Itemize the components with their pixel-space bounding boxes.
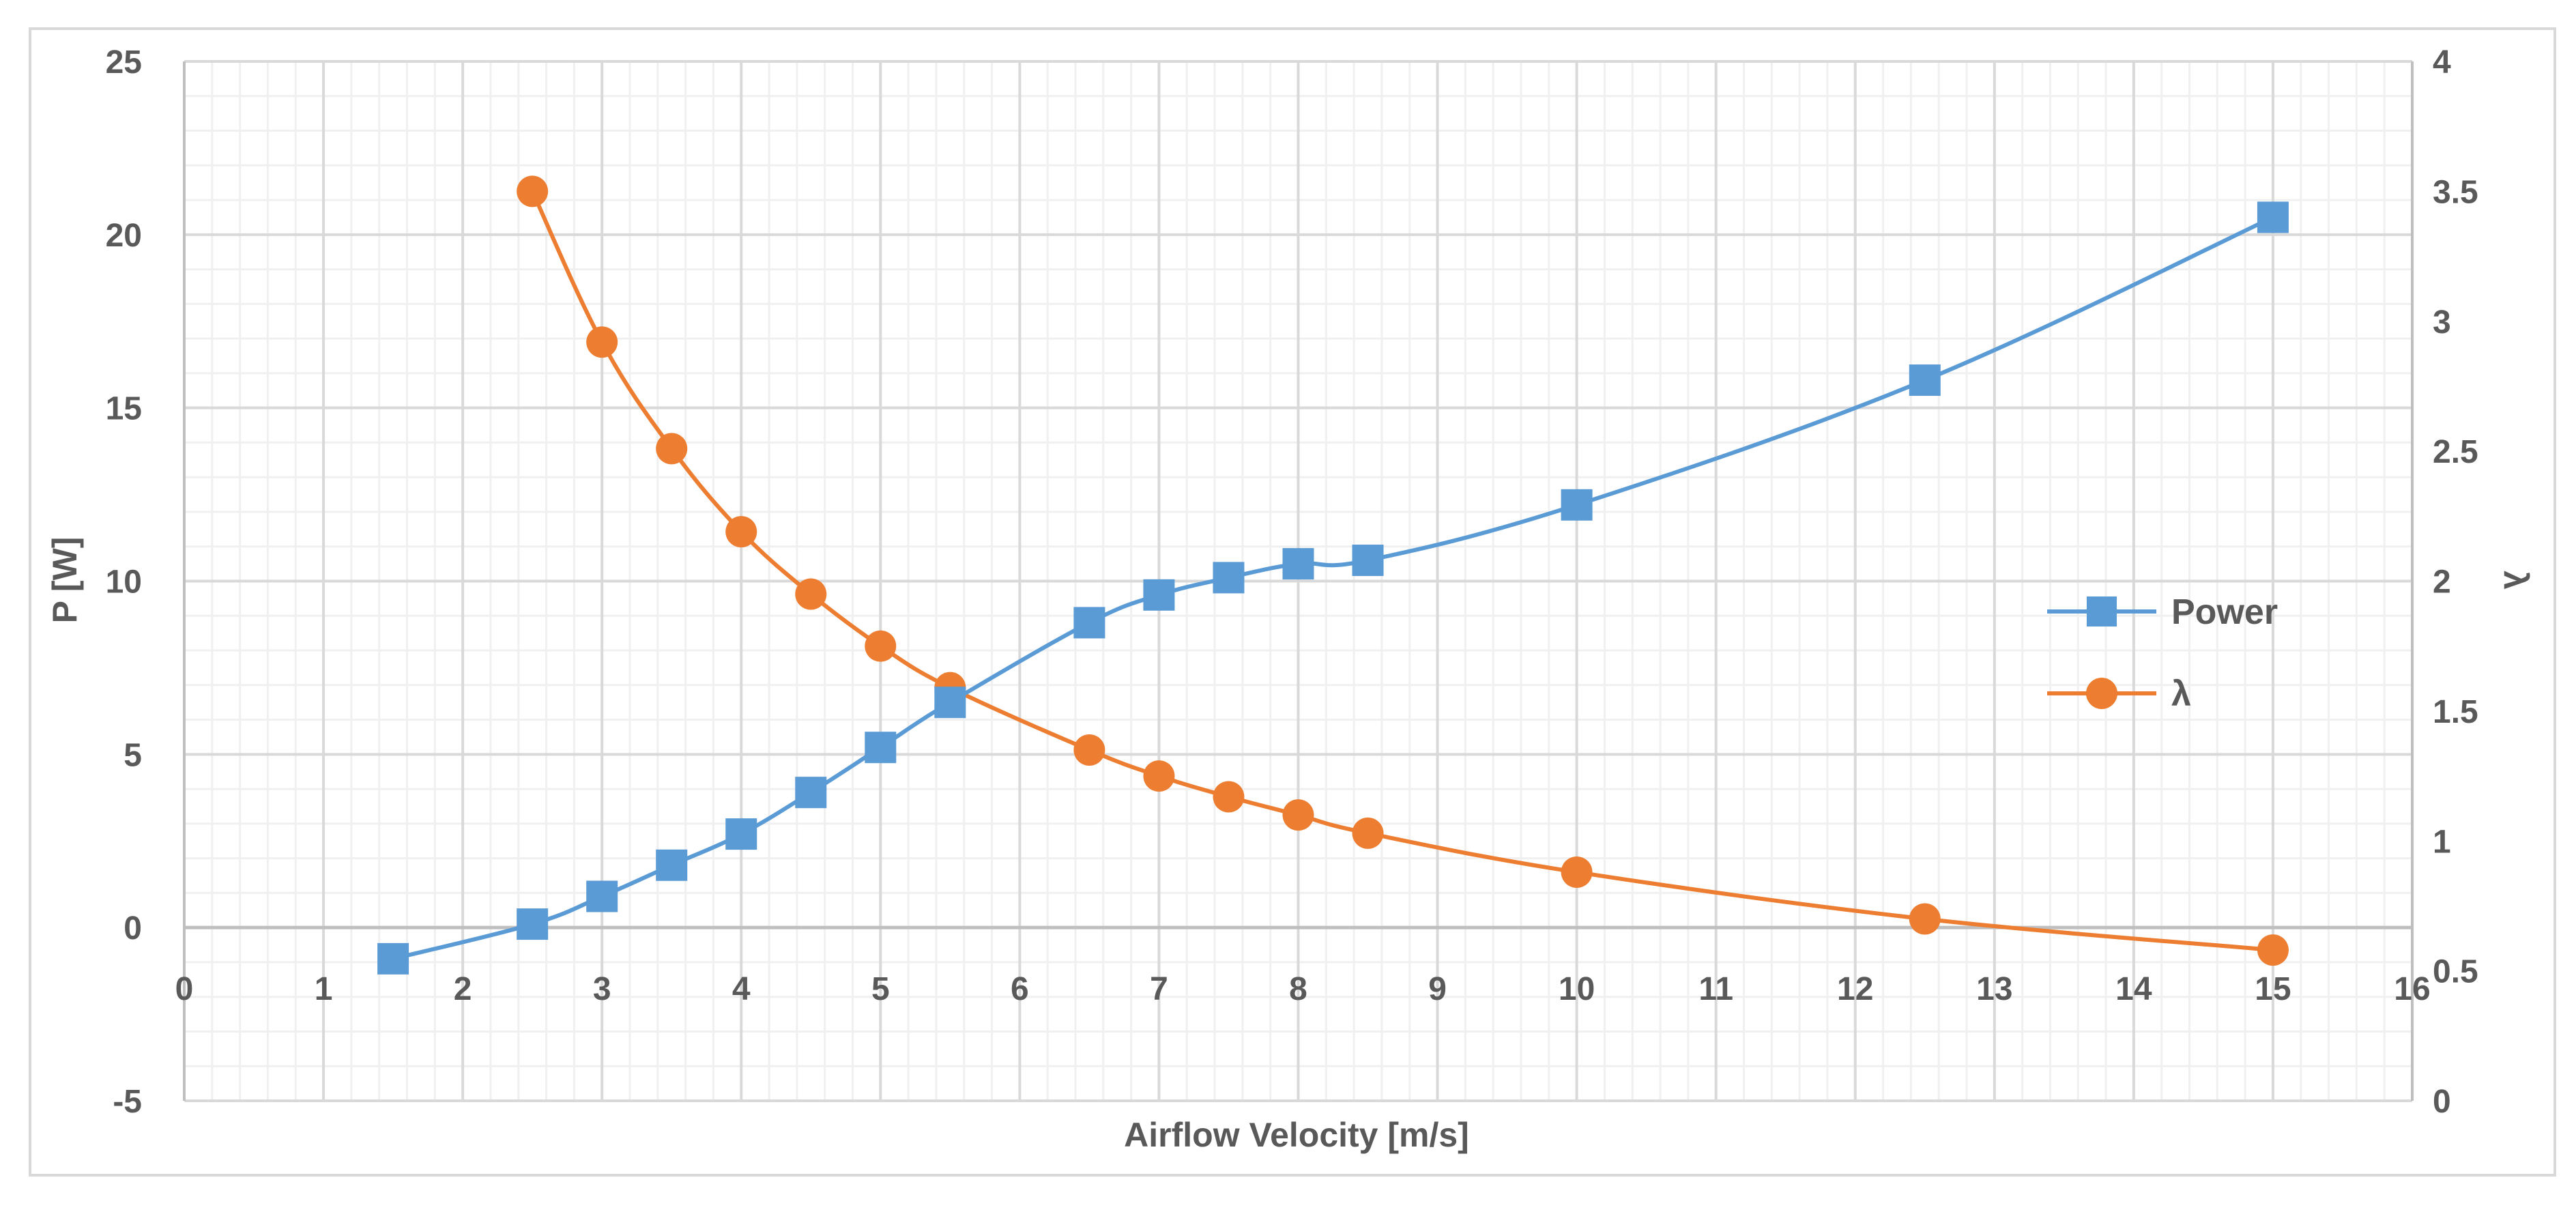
data-point-lambda	[1282, 799, 1314, 831]
legend-entry-lambda: λ	[2047, 674, 2191, 714]
y-left-tick-label: 15	[106, 391, 142, 427]
y-left-tick-label: 5	[124, 737, 142, 773]
legend-marker-lambda	[2086, 678, 2117, 709]
data-point-lambda	[725, 516, 757, 548]
data-point-power	[1143, 579, 1175, 611]
y-right-tick-label: 4	[2433, 44, 2451, 81]
y-left-tick-label: 0	[124, 910, 142, 947]
series-line-lambda	[530, 190, 2274, 953]
x-tick-label: 3	[593, 971, 611, 1007]
x-tick-label: 2	[454, 971, 472, 1007]
x-tick-label: 9	[1428, 971, 1447, 1007]
x-tick-label: 14	[2115, 971, 2152, 1007]
data-point-lambda	[2257, 934, 2289, 966]
y-left-tick-label: -5	[113, 1084, 142, 1120]
data-point-power	[1561, 489, 1593, 521]
data-point-lambda	[517, 175, 549, 207]
y-right-tick-label: 2	[2433, 564, 2451, 601]
data-point-lambda	[865, 630, 897, 662]
series-layer	[377, 175, 2289, 975]
data-point-power	[865, 732, 897, 764]
y-right-tick-label: 1.5	[2433, 694, 2478, 730]
x-tick-label: 11	[1698, 971, 1733, 1007]
legend-entry-power: Power	[2047, 592, 2278, 632]
y-right-tick-label: 0	[2433, 1084, 2451, 1120]
legend-label-power: Power	[2171, 592, 2278, 632]
x-tick-label: 10	[1559, 971, 1595, 1007]
x-tick-label: 15	[2255, 971, 2291, 1007]
x-tick-label: 13	[1976, 971, 2012, 1007]
y-axis-left-title: P [W]	[46, 537, 84, 624]
x-axis-title: Airflow Velocity [m/s]	[1124, 1116, 1469, 1154]
data-point-power	[377, 942, 409, 975]
x-tick-label: 16	[2394, 971, 2430, 1007]
data-point-lambda	[1073, 734, 1105, 766]
y-left-tick-label: 20	[106, 218, 142, 254]
data-point-lambda	[1213, 781, 1245, 813]
y-left-tick-label: 25	[106, 44, 142, 81]
data-point-power	[1282, 548, 1314, 580]
data-point-power	[2257, 201, 2289, 233]
data-point-power	[517, 908, 549, 940]
x-tick-label: 1	[315, 971, 333, 1007]
y-axis-right-title: λ	[2497, 571, 2535, 590]
y-left-tick-label: 10	[106, 564, 142, 601]
data-point-power	[586, 880, 618, 912]
data-point-power	[725, 818, 757, 850]
legend-marker-power	[2087, 596, 2117, 626]
axes	[183, 61, 2414, 1101]
data-point-power	[1352, 545, 1384, 577]
data-point-lambda	[1909, 903, 1941, 935]
y-right-tick-label: 3.5	[2433, 174, 2478, 210]
data-point-lambda	[795, 578, 827, 610]
data-point-lambda	[586, 326, 618, 358]
data-point-lambda	[1143, 760, 1175, 792]
y-right-tick-label: 2.5	[2433, 434, 2478, 470]
x-tick-label: 4	[732, 971, 751, 1007]
y-right-tick-label: 1	[2433, 824, 2451, 860]
x-tick-label: 5	[871, 971, 890, 1007]
legend-label-lambda: λ	[2171, 674, 2191, 714]
tick-labels: 0 1 2 3 4 5 6 7 8 9 10 11 12 13 14 15 16-5051015202500.5…	[106, 44, 2478, 1120]
x-tick-label: 7	[1150, 971, 1168, 1007]
data-point-power	[656, 849, 688, 881]
x-tick-label: 6	[1011, 971, 1029, 1007]
data-point-power	[934, 687, 966, 719]
data-point-power	[1213, 562, 1245, 594]
x-tick-label: 0	[175, 971, 194, 1007]
data-point-power	[795, 777, 827, 809]
y-right-tick-label: 3	[2433, 304, 2451, 341]
legend: Power λ	[2047, 592, 2278, 714]
x-tick-label: 12	[1837, 971, 1873, 1007]
data-point-lambda	[1352, 817, 1384, 849]
data-point-lambda	[656, 433, 688, 465]
data-point-lambda	[1561, 856, 1593, 888]
data-point-power	[1073, 607, 1105, 639]
y-right-tick-label: 0.5	[2433, 954, 2478, 990]
data-point-power	[1909, 364, 1941, 397]
x-tick-label: 8	[1289, 971, 1307, 1007]
